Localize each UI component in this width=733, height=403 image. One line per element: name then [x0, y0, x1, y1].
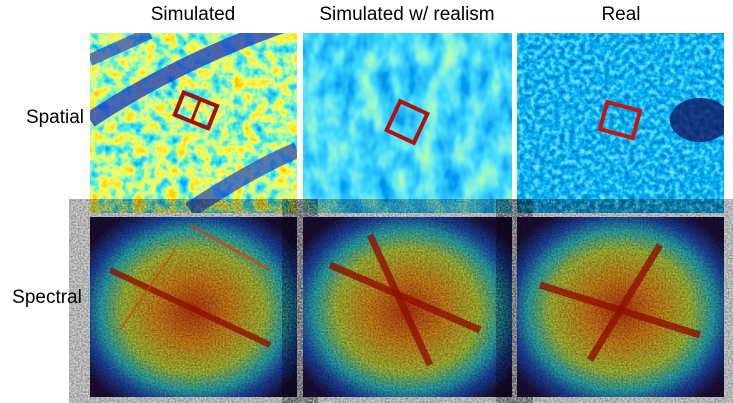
row-label: Spectral: [12, 287, 82, 308]
spatial-realism-image: [303, 33, 512, 213]
spatial-real-image: [517, 33, 724, 213]
column-header: Simulated w/ realism: [319, 4, 494, 25]
column-header: Real: [601, 4, 640, 25]
spectral-simulated-image: [90, 217, 297, 397]
spectral-realism-image: [303, 217, 512, 397]
spectral-real-image: [517, 217, 724, 397]
row-label: Spatial: [26, 107, 84, 128]
column-header: Simulated: [151, 4, 236, 25]
spatial-simulated-image: [90, 33, 297, 213]
